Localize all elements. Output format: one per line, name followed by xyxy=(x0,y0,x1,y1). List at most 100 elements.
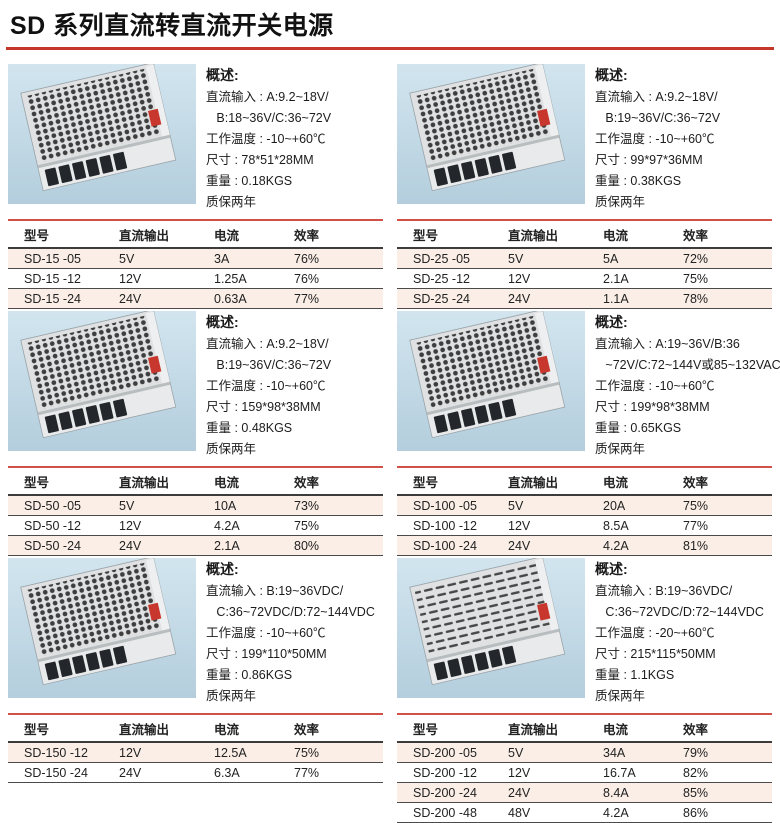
cell-current: 4.2A xyxy=(587,802,667,823)
cell-output: 5V xyxy=(103,248,198,269)
cell-efficiency: 73% xyxy=(278,495,383,516)
cell-output: 24V xyxy=(492,782,587,803)
cell-output: 12V xyxy=(103,742,198,763)
cell-model: SD-100 -12 xyxy=(397,515,492,536)
col-header-current: 电流 xyxy=(198,714,278,743)
cell-efficiency: 75% xyxy=(667,268,772,289)
spec-header-row: 型号 直流输出 电流 效率 xyxy=(397,714,772,743)
cell-efficiency: 75% xyxy=(278,742,383,763)
overview-line: 直流输入 : A:9.2~18V/ xyxy=(206,337,329,351)
cell-efficiency: 79% xyxy=(667,742,772,763)
perforated-psu-illustration xyxy=(397,311,585,451)
cell-model: SD-200 -05 xyxy=(397,742,492,763)
overview-line: 尺寸 : 159*98*38MM xyxy=(206,400,321,414)
overview-line: 质保两年 xyxy=(595,442,646,456)
overview-line: 工作温度 : -10~+60℃ xyxy=(595,379,715,393)
cell-current: 8.4A xyxy=(587,782,667,803)
product-description: 概述: 直流输入 : A:9.2~18V/ B:19~36V/C:36~72V 工… xyxy=(585,64,772,213)
col-header-efficiency: 效率 xyxy=(667,467,772,496)
cell-model: SD-100 -24 xyxy=(397,535,492,556)
spec-header-row: 型号 直流输出 电流 效率 xyxy=(397,220,772,249)
cell-model: SD-200 -12 xyxy=(397,762,492,783)
product-photo xyxy=(8,64,196,204)
spec-row: SD-200 -48 48V 4.2A 86% xyxy=(397,802,772,823)
spec-header-row: 型号 直流输出 电流 效率 xyxy=(397,467,772,496)
spec-row: SD-100 -12 12V 8.5A 77% xyxy=(397,515,772,536)
product-photo xyxy=(397,558,585,698)
overview-line: 质保两年 xyxy=(595,195,646,209)
overview-title: 概述: xyxy=(595,561,628,577)
product-photo xyxy=(8,558,196,698)
product-description: 概述: 直流输入 : B:19~36VDC/ C:36~72VDC/D:72~1… xyxy=(196,558,383,707)
col-header-model: 型号 xyxy=(397,714,492,743)
cell-current: 20A xyxy=(587,495,667,516)
overview-line: 直流输入 : B:19~36VDC/ xyxy=(206,584,344,598)
col-header-model: 型号 xyxy=(8,467,103,496)
spec-row: SD-150 -24 24V 6.3A 77% xyxy=(8,762,383,783)
cell-efficiency: 85% xyxy=(667,782,772,803)
col-header-current: 电流 xyxy=(198,220,278,249)
col-header-model: 型号 xyxy=(397,220,492,249)
product-photo xyxy=(397,64,585,204)
overview-line: 质保两年 xyxy=(206,689,257,703)
spec-table-body: SD-15 -05 5V 3A 76% SD-15 -12 12V 1.25A 76% SD-1… xyxy=(8,248,383,309)
col-header-model: 型号 xyxy=(8,714,103,743)
cell-output: 12V xyxy=(103,268,198,289)
spec-row: SD-15 -05 5V 3A 76% xyxy=(8,248,383,269)
cell-output: 24V xyxy=(103,288,198,309)
spec-row: SD-100 -24 24V 4.2A 81% xyxy=(397,535,772,556)
cell-output: 12V xyxy=(103,515,198,536)
cell-current: 1.25A xyxy=(198,268,278,289)
cell-output: 24V xyxy=(103,535,198,556)
overview-lines: 直流输入 : A:19~36V/B:36 ~72V/C:72~144V或85~1… xyxy=(595,334,780,460)
cell-current: 3A xyxy=(198,248,278,269)
spec-row: SD-150 -12 12V 12.5A 75% xyxy=(8,742,383,763)
product-description: 概述: 直流输入 : A:9.2~18V/ B:19~36V/C:36~72V 工… xyxy=(196,311,383,460)
col-header-current: 电流 xyxy=(198,467,278,496)
cell-current: 34A xyxy=(587,742,667,763)
cell-output: 24V xyxy=(492,288,587,309)
col-header-output: 直流输出 xyxy=(492,220,587,249)
cell-output: 24V xyxy=(492,535,587,556)
cell-model: SD-100 -05 xyxy=(397,495,492,516)
cell-current: 6.3A xyxy=(198,762,278,783)
spec-row: SD-50 -05 5V 10A 73% xyxy=(8,495,383,516)
overview-line: 重量 : 1.1KGS xyxy=(595,668,675,682)
cell-model: SD-25 -24 xyxy=(397,288,492,309)
overview-line: B:19~36V/C:36~72V xyxy=(206,358,332,372)
col-header-efficiency: 效率 xyxy=(667,714,772,743)
overview-line: 工作温度 : -10~+60℃ xyxy=(595,132,715,146)
spec-row: SD-25 -05 5V 5A 72% xyxy=(397,248,772,269)
spec-row: SD-200 -05 5V 34A 79% xyxy=(397,742,772,763)
spec-row: SD-15 -24 24V 0.63A 77% xyxy=(8,288,383,309)
cell-output: 48V xyxy=(492,802,587,823)
col-header-current: 电流 xyxy=(587,714,667,743)
spec-table-body: SD-25 -05 5V 5A 72% SD-25 -12 12V 2.1A 75% SD-25… xyxy=(397,248,772,309)
cell-current: 1.1A xyxy=(587,288,667,309)
cell-model: SD-150 -12 xyxy=(8,742,103,763)
overview-title: 概述: xyxy=(595,314,628,330)
overview-line: 重量 : 0.48KGS xyxy=(206,421,293,435)
cell-model: SD-200 -24 xyxy=(397,782,492,803)
overview-lines: 直流输入 : B:19~36VDC/ C:36~72VDC/D:72~144VD… xyxy=(595,581,772,707)
overview-line: 质保两年 xyxy=(595,689,646,703)
cell-model: SD-15 -05 xyxy=(8,248,103,269)
col-header-output: 直流输出 xyxy=(103,714,198,743)
cell-efficiency: 77% xyxy=(278,762,383,783)
product-top: 概述: 直流输入 : A:9.2~18V/ B:19~36V/C:36~72V 工… xyxy=(8,311,383,460)
product-section: 概述: 直流输入 : A:9.2~18V/ B:19~36V/C:36~72V 工… xyxy=(8,311,383,556)
product-description: 概述: 直流输入 : A:9.2~18V/ B:18~36V/C:36~72V 工… xyxy=(196,64,383,213)
overview-line: 重量 : 0.65KGS xyxy=(595,421,682,435)
overview-line: 工作温度 : -20~+60℃ xyxy=(595,626,715,640)
col-header-current: 电流 xyxy=(587,467,667,496)
spec-table-body: SD-150 -12 12V 12.5A 75% SD-150 -24 24V 6.3A 77… xyxy=(8,742,383,783)
spec-header-row: 型号 直流输出 电流 效率 xyxy=(8,714,383,743)
perforated-psu-illustration xyxy=(8,558,196,698)
cell-output: 5V xyxy=(492,248,587,269)
cell-current: 5A xyxy=(587,248,667,269)
product-section: 概述: 直流输入 : A:9.2~18V/ B:18~36V/C:36~72V 工… xyxy=(8,64,383,309)
overview-title: 概述: xyxy=(206,67,239,83)
cell-model: SD-50 -24 xyxy=(8,535,103,556)
overview-line: 质保两年 xyxy=(206,195,257,209)
